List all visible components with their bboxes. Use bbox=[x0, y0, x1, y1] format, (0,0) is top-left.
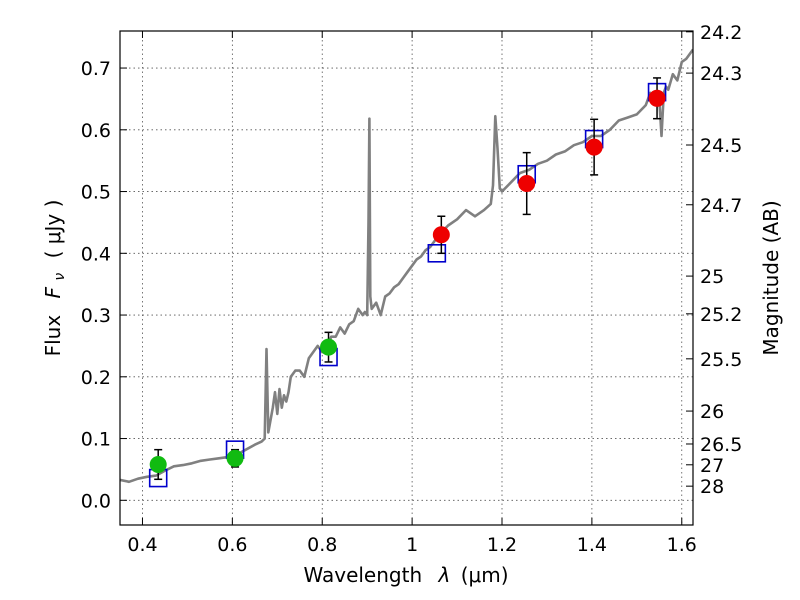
grid bbox=[120, 31, 693, 525]
y2-tick-label: 24.2 bbox=[700, 22, 742, 44]
y-tick-label: 0.4 bbox=[81, 243, 111, 265]
x-tick-label: 0.4 bbox=[127, 534, 157, 556]
y-axis-label-unit: ( μJy ) bbox=[41, 200, 65, 259]
y2-tick-label: 28 bbox=[700, 476, 724, 498]
x-axis-label-unit: (μm) bbox=[461, 563, 509, 587]
y-axis-label: Flux F ν ( μJy ) bbox=[41, 200, 69, 357]
observed-red-point bbox=[585, 138, 603, 156]
y-tick-label: 0.3 bbox=[81, 305, 111, 327]
plot-area bbox=[120, 48, 693, 488]
y2-axis-label: Magnitude (AB) bbox=[759, 200, 783, 355]
y2-tick-label: 25.2 bbox=[700, 304, 742, 326]
plot-series bbox=[120, 48, 693, 488]
y2-tick-label: 24.3 bbox=[700, 63, 742, 85]
observed-green-point bbox=[226, 449, 244, 467]
observed-green-point bbox=[320, 338, 338, 356]
x-tick-label: 1.4 bbox=[577, 534, 607, 556]
x-tick-label: 1 bbox=[406, 534, 418, 556]
y2-tick-label: 27 bbox=[700, 455, 724, 477]
x-axis-label: Wavelength λ (μm) bbox=[303, 563, 508, 587]
y-tick-label: 0.1 bbox=[81, 429, 111, 451]
x-tick-label: 0.6 bbox=[217, 534, 247, 556]
x-tick-label: 1.2 bbox=[487, 534, 517, 556]
x-axis-label-main: Wavelength bbox=[303, 563, 422, 587]
y-axis-label-sub: ν bbox=[52, 273, 68, 281]
plot-frame bbox=[119, 30, 694, 526]
model-square-point bbox=[427, 244, 447, 263]
y2-tick-label: 26.5 bbox=[700, 434, 742, 456]
observed-red-point bbox=[432, 226, 450, 244]
y-tick-label: 0.5 bbox=[81, 182, 111, 204]
y-axis-label-math: F bbox=[41, 286, 65, 298]
x-axis-label-math: λ bbox=[438, 563, 451, 587]
x-tick-label: 1.6 bbox=[667, 534, 697, 556]
y-tick-label: 0.0 bbox=[81, 490, 111, 512]
y-tick-label: 0.2 bbox=[81, 367, 111, 389]
spectrum-line bbox=[120, 48, 693, 484]
y2-tick-label: 26 bbox=[700, 401, 724, 423]
ticks: 0.4 0.6 0.8 1 1.2 1.4 1.6 0.0 0.1 0.2 0.3 0.4 0.5 0.6… bbox=[81, 22, 743, 556]
observed-green-point bbox=[149, 455, 167, 473]
y-tick-label: 0.6 bbox=[81, 120, 111, 142]
x-tick-label: 0.8 bbox=[307, 534, 337, 556]
y2-tick-label: 24.5 bbox=[700, 135, 742, 157]
y2-tick-label: 25.5 bbox=[700, 349, 742, 371]
observed-red-point bbox=[518, 175, 536, 193]
y2-tick-label: 25 bbox=[700, 266, 724, 288]
y-tick-label: 0.7 bbox=[81, 58, 111, 80]
y-axis-label-main: Flux bbox=[41, 315, 65, 357]
y2-tick-label: 24.7 bbox=[700, 195, 742, 217]
observed-red-point bbox=[648, 89, 666, 107]
